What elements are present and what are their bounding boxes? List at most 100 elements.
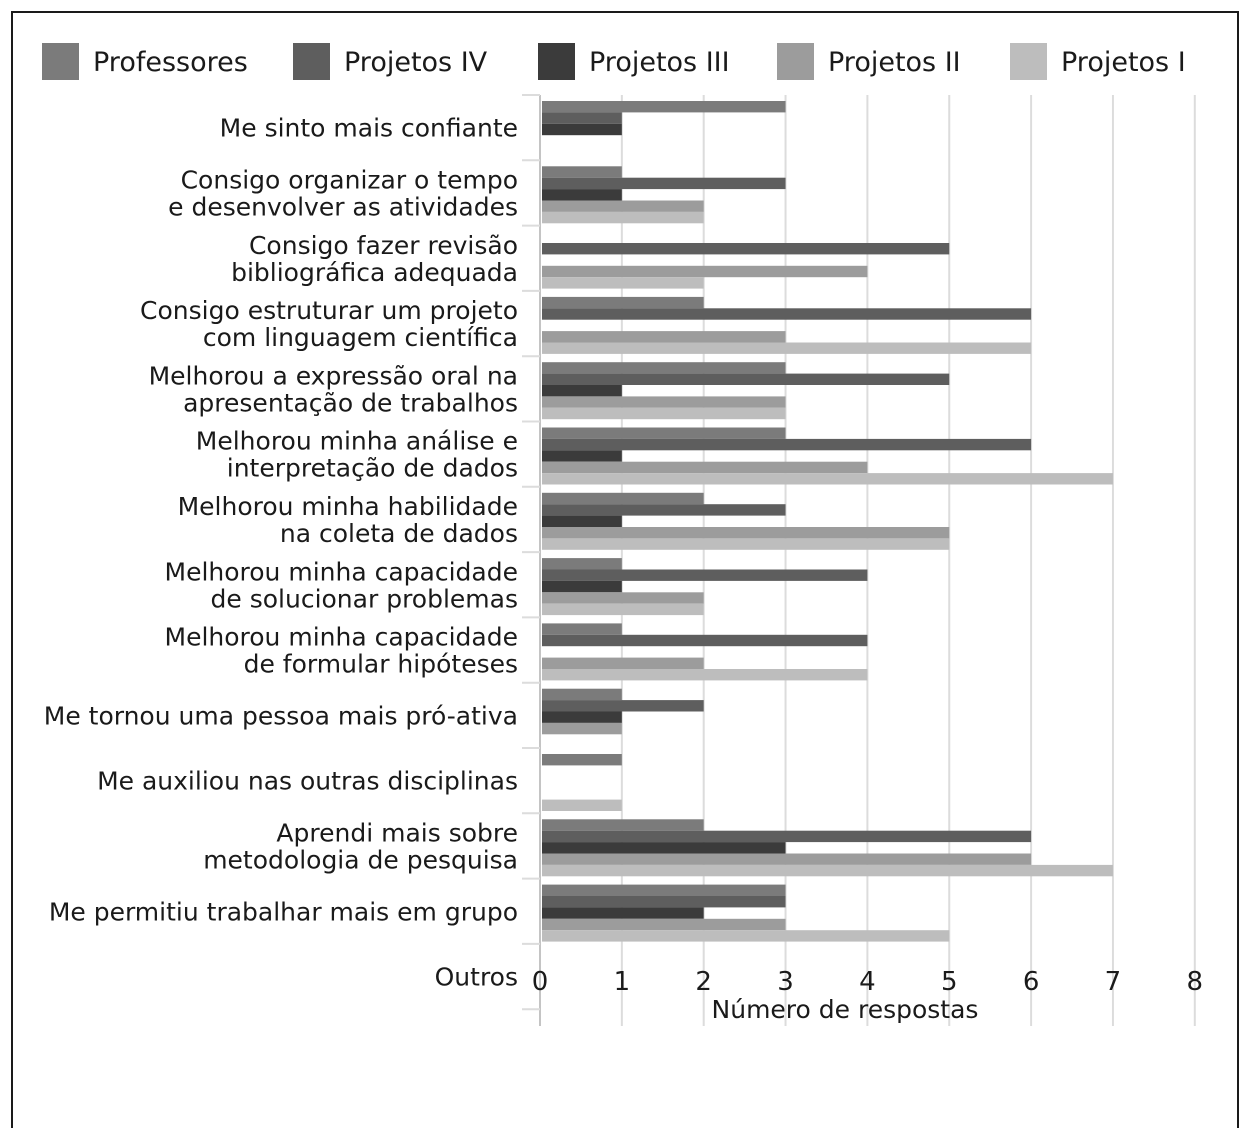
bar: [542, 754, 622, 766]
bar: [542, 277, 704, 289]
bar: [542, 427, 786, 439]
x-axis-label: Número de respostas: [712, 995, 979, 1024]
bar: [542, 373, 950, 385]
category-label: de solucionar problemas: [211, 584, 518, 613]
bar: [542, 123, 622, 136]
bar: [542, 538, 950, 550]
legend-swatch: [538, 43, 575, 80]
bar: [542, 504, 786, 516]
bar: [542, 603, 704, 616]
category-label: Melhorou minha análise e: [196, 427, 518, 456]
category-label: de formular hipóteses: [244, 650, 518, 679]
bar: [542, 101, 786, 113]
bar: [542, 473, 1113, 485]
category-label: Me tornou uma pessoa mais pró-ativa: [44, 701, 518, 730]
bar: [542, 688, 622, 701]
bar: [542, 569, 868, 581]
bar: [542, 830, 1032, 843]
bar: [542, 515, 622, 527]
x-tick-label: 8: [1187, 967, 1204, 997]
bar: [542, 657, 704, 669]
category-label: Melhorou minha capacidade: [165, 557, 519, 586]
bar: [542, 884, 786, 896]
bar: [542, 842, 786, 854]
bar: [542, 592, 704, 604]
bar: [542, 450, 622, 462]
bar: [542, 461, 868, 474]
bar: [542, 819, 704, 831]
category-label: Me sinto mais confiante: [220, 114, 518, 143]
bar: [542, 177, 786, 190]
bar: [542, 907, 704, 919]
category-label: e desenvolver as atividades: [168, 192, 518, 221]
bar: [542, 623, 622, 635]
x-tick-labels: 0 1 2 3 4 5 6 7 8: [532, 967, 1203, 997]
legend-label: Projetos II: [828, 47, 961, 78]
chart-frame: Professores Projetos IV Projetos III Projet…: [11, 11, 1239, 1128]
bar: [542, 243, 950, 255]
bar: [542, 896, 786, 908]
bar: [542, 669, 868, 681]
x-tick-label: 5: [941, 967, 958, 997]
bar: [542, 722, 622, 735]
legend-swatch: [293, 43, 330, 80]
x-tick-label: 2: [695, 967, 712, 997]
x-tick-label: 4: [859, 967, 876, 997]
bar: [542, 492, 704, 505]
bar: [542, 112, 622, 124]
bar: [542, 438, 1032, 451]
legend-swatch: [777, 43, 814, 80]
bar: [542, 385, 622, 397]
bar: [542, 200, 704, 212]
category-label: Consigo estruturar um projeto: [140, 296, 518, 325]
legend-label: Professores: [93, 47, 248, 78]
category-label: Me permitiu trabalhar mais em grupo: [49, 897, 518, 926]
bar: [542, 558, 622, 570]
category-label: Melhorou a expressão oral na: [149, 361, 518, 390]
legend-swatch: [42, 43, 79, 80]
legend-label: Projetos IV: [344, 47, 488, 78]
bar: [542, 799, 622, 811]
bar: [542, 331, 786, 343]
x-tick-label: 0: [532, 967, 549, 997]
bar: [542, 930, 950, 942]
bar: [542, 407, 786, 420]
category-label: Aprendi mais sobre: [276, 818, 518, 847]
bar: [542, 580, 622, 593]
category-label: apresentação de trabalhos: [183, 388, 518, 417]
x-tick-label: 1: [614, 967, 631, 997]
bar: [542, 711, 622, 723]
bar: [542, 342, 1032, 354]
category-label: Consigo fazer revisão: [249, 231, 518, 260]
category-labels: Me sinto mais confiante Consigo organizar…: [44, 114, 518, 992]
bars: [542, 101, 1113, 942]
bar: [542, 853, 1032, 865]
x-tick-label: 3: [777, 967, 794, 997]
category-ticks: [522, 94, 540, 1011]
category-label: na coleta de dados: [280, 519, 518, 548]
bar: [542, 634, 868, 647]
legend-label: Projetos III: [589, 47, 730, 78]
category-label: Outros: [435, 963, 518, 992]
x-tick-label: 7: [1105, 967, 1122, 997]
category-label: com linguagem científica: [203, 323, 518, 352]
bar: [542, 700, 704, 712]
category-label: Melhorou minha capacidade: [165, 623, 519, 652]
legend-label: Projetos I: [1061, 47, 1186, 78]
bar: [542, 166, 622, 178]
category-label: Me auxiliou nas outras disciplinas: [97, 767, 518, 796]
bar: [542, 265, 868, 278]
bar: [542, 189, 622, 201]
bar: [542, 864, 1113, 877]
bar: [542, 362, 786, 374]
bar: [542, 211, 704, 224]
bar: [542, 527, 950, 539]
legend: Professores Projetos IV Projetos III Projet…: [42, 43, 1186, 80]
category-label: interpretação de dados: [227, 454, 518, 483]
category-label: Consigo organizar o tempo: [181, 165, 518, 194]
bar: [542, 308, 1032, 320]
bar-chart: Professores Projetos IV Projetos III Projet…: [42, 43, 1203, 1026]
bar: [542, 918, 786, 931]
x-tick-label: 6: [1023, 967, 1040, 997]
legend-swatch: [1010, 43, 1047, 80]
